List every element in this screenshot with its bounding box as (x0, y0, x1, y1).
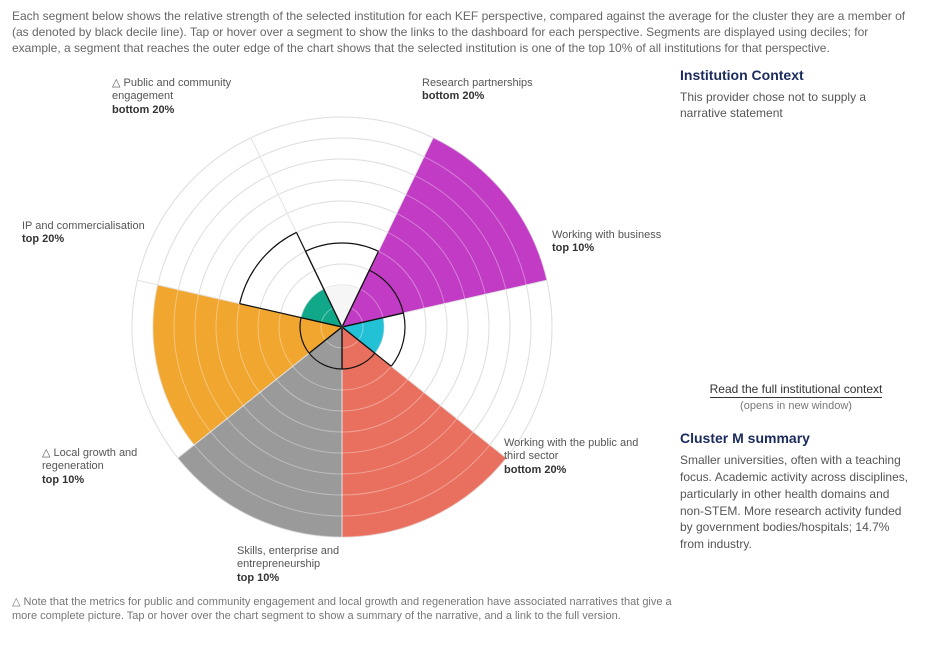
segment-label-2[interactable]: Working with the public and third sector… (504, 437, 644, 478)
intro-text: Each segment below shows the relative st… (12, 8, 915, 57)
cluster-heading: Cluster M summary (680, 430, 912, 446)
cluster-body: Smaller universities, often with a teach… (680, 452, 912, 553)
footnote-text: △ Note that the metrics for public and c… (12, 595, 672, 625)
context-body: This provider chose not to supply a narr… (680, 89, 912, 123)
segment-label-4[interactable]: △ Local growth and regenerationtop 10% (42, 447, 182, 488)
context-link[interactable]: Read the full institutional context (710, 382, 883, 398)
context-link-sub: (opens in new window) (740, 400, 852, 412)
segment-label-3[interactable]: Skills, enterprise and entrepreneurshipt… (237, 545, 377, 586)
segment-label-6[interactable]: △ Public and community engagementbottom … (112, 77, 252, 118)
polar-chart: Research partnershipsbottom 20% Working w… (12, 67, 672, 587)
segment-label-0[interactable]: Research partnershipsbottom 20% (422, 77, 533, 105)
segment-label-5[interactable]: IP and commercialisationtop 20% (22, 220, 145, 248)
polar-chart-svg (12, 67, 672, 587)
segment-label-1[interactable]: Working with businesstop 10% (552, 229, 661, 257)
context-heading: Institution Context (680, 67, 912, 83)
